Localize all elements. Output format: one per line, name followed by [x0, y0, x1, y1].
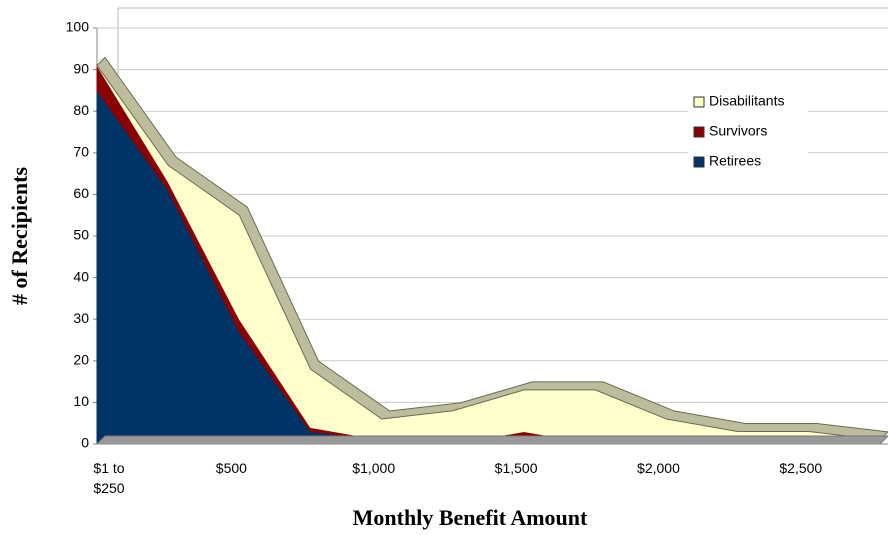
legend: Disabilitants Survivors Retirees [688, 86, 808, 180]
y-tick-label: 80 [73, 102, 89, 118]
x-tick-label: $2,000 [637, 460, 680, 476]
x-tick-label: $2,500 [779, 460, 823, 476]
y-tick-label: 30 [73, 310, 89, 326]
y-axis-title: # of Recipients [7, 167, 32, 306]
floor [95, 435, 888, 445]
x-tick-label: $1,000 [352, 460, 396, 476]
y-tick-label: 40 [73, 268, 89, 284]
legend-label: Retirees [709, 153, 761, 169]
y-tick-label: 20 [73, 352, 89, 368]
y-tick-label: 70 [73, 144, 89, 160]
x-tick-label: $1 to $250 [93, 460, 125, 496]
x-tick-label: $500 [215, 460, 247, 476]
y-tick-label: 0 [81, 435, 89, 451]
x-tick-label: $1,500 [494, 460, 538, 476]
top-ridge [96, 56, 888, 441]
x-axis-title: Monthly Benefit Amount [353, 505, 588, 530]
y-tick-label: 10 [73, 393, 89, 409]
y-tick-label: 60 [73, 185, 89, 201]
y-tick-label: 50 [73, 227, 89, 243]
y-tick-label: 100 [66, 19, 90, 35]
legend-label: Survivors [709, 123, 767, 139]
legend-box [688, 86, 808, 180]
legend-swatch [693, 126, 705, 138]
legend-swatch [693, 96, 705, 108]
y-tick-label: 90 [73, 60, 89, 76]
legend-label: Disabilitants [709, 93, 784, 109]
legend-swatch [693, 156, 705, 168]
